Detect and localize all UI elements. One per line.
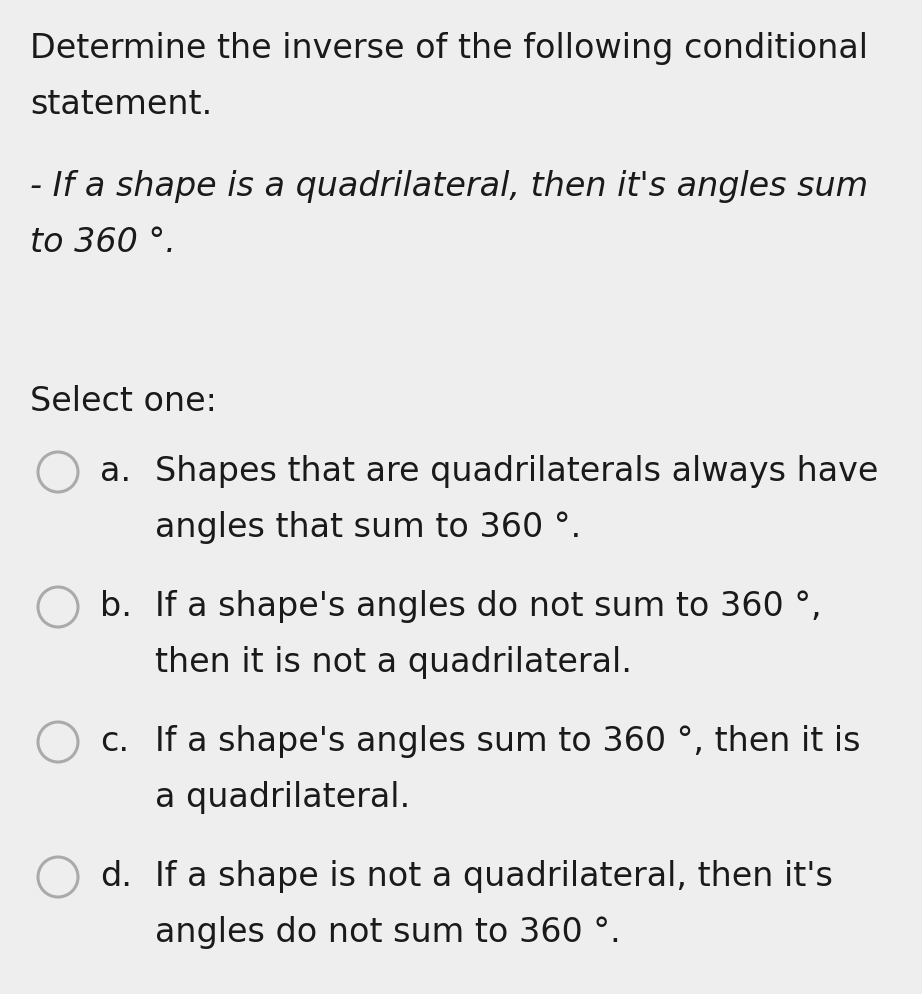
Text: Shapes that are quadrilaterals always have: Shapes that are quadrilaterals always ha… [155,454,879,487]
Text: Select one:: Select one: [30,385,217,417]
Text: - If a shape is a quadrilateral, then it's angles sum: - If a shape is a quadrilateral, then it… [30,170,869,203]
Text: to 360 °.: to 360 °. [30,226,176,258]
Text: c.: c. [100,725,129,757]
Text: angles do not sum to 360 °.: angles do not sum to 360 °. [155,915,621,948]
Text: If a shape's angles sum to 360 °, then it is: If a shape's angles sum to 360 °, then i… [155,725,860,757]
Text: a.: a. [100,454,131,487]
Text: a quadrilateral.: a quadrilateral. [155,780,410,813]
Text: b.: b. [100,589,132,622]
Text: Determine the inverse of the following conditional: Determine the inverse of the following c… [30,32,868,65]
Text: statement.: statement. [30,87,212,121]
Text: then it is not a quadrilateral.: then it is not a quadrilateral. [155,645,632,678]
Text: If a shape's angles do not sum to 360 °,: If a shape's angles do not sum to 360 °, [155,589,822,622]
Text: angles that sum to 360 °.: angles that sum to 360 °. [155,511,581,544]
Text: If a shape is not a quadrilateral, then it's: If a shape is not a quadrilateral, then … [155,859,833,892]
Text: d.: d. [100,859,132,892]
